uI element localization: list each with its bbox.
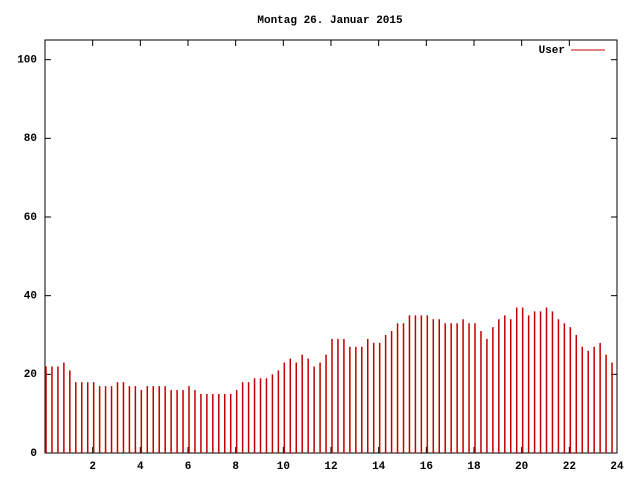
x-tick-label: 4	[137, 461, 144, 473]
x-tick-label: 18	[467, 461, 481, 473]
y-tick-label: 40	[24, 291, 37, 303]
x-tick-label: 22	[563, 461, 576, 473]
x-tick-label: 6	[185, 461, 192, 473]
y-tick-label: 60	[24, 212, 37, 224]
x-tick-label: 16	[420, 461, 433, 473]
x-tick-label: 24	[610, 461, 624, 473]
x-tick-label: 8	[232, 461, 239, 473]
y-tick-label: 20	[24, 369, 37, 381]
chart-title: Montag 26. Januar 2015	[257, 15, 403, 27]
plot-frame	[44, 39, 618, 454]
x-tick-label: 14	[372, 461, 386, 473]
x-tick-label: 20	[515, 461, 528, 473]
y-tick-label: 0	[30, 448, 37, 460]
y-tick-label: 80	[24, 133, 37, 145]
x-tick-label: 12	[324, 461, 337, 473]
legend-label: User	[539, 45, 565, 57]
x-tick-label: 2	[89, 461, 96, 473]
y-tick-label: 100	[17, 55, 37, 67]
x-tick-label: 10	[277, 461, 290, 473]
